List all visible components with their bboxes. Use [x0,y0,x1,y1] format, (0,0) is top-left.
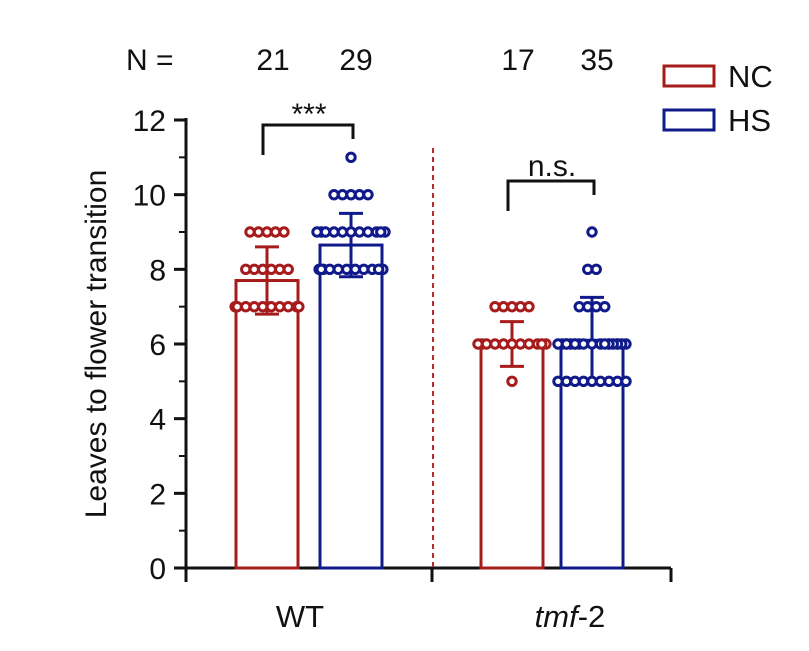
data-point [506,375,518,388]
n-count: 29 [339,44,372,77]
y-tick-label: 8 [149,254,166,287]
significance-bracket [506,179,596,211]
x-group-label: WT [276,599,324,634]
legend: NC HS [662,59,773,138]
significance-label: *** [291,98,326,131]
axes: 0 2 4 6 8 10 12 Leaves to flower transition WT tm… [80,105,673,634]
data-point [586,226,598,238]
y-tick-label: 12 [133,105,166,138]
data-point [375,226,387,238]
data-point [293,300,305,313]
data-point [278,226,290,238]
data-point [536,338,548,350]
legend-label-HS: HS [728,103,771,138]
y-tick-label: 10 [133,180,166,213]
error-bars [255,211,604,385]
y-tick-label: 2 [149,478,166,511]
legend-swatch-HS [662,108,716,132]
data-point [590,263,602,276]
y-axis-label: Leaves to flower transition [80,170,113,519]
data-point [345,151,357,164]
bar-WT-HS [318,243,384,570]
data-points [229,151,632,388]
data-point [620,375,632,388]
n-count: 21 [256,44,289,77]
y-tick-label: 0 [149,553,166,586]
y-tick-label: 4 [149,404,166,437]
data-point [523,300,535,313]
legend-label-NC: NC [728,59,773,94]
n-count: 35 [580,44,613,77]
significance-bracket [261,123,355,155]
data-point [599,338,611,350]
legend-swatch-NC [662,64,716,88]
n-count: 17 [501,44,534,77]
data-point [362,188,374,201]
x-group-label: tmf-2 [535,599,606,634]
bars [234,243,625,570]
data-point [282,263,294,276]
data-point [372,263,385,276]
data-point [599,300,611,313]
y-tick-label: 6 [149,329,166,362]
n-label: N = [126,44,174,77]
annotations: N = 21 29 *** 17 35 n.s. [126,44,614,211]
significance-label: n.s. [528,150,576,183]
bar-WT-NC [234,279,300,570]
